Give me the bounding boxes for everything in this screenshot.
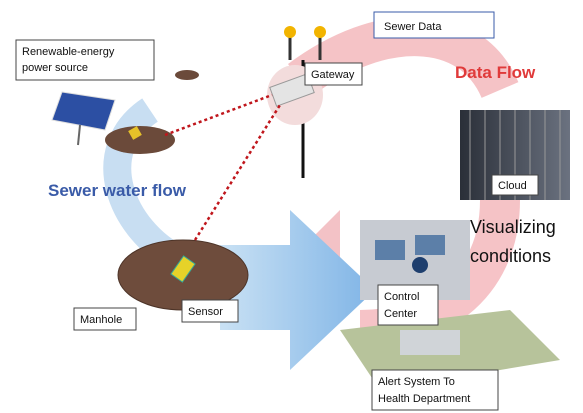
label: Manhole (80, 314, 122, 326)
manhole-cover (175, 70, 199, 80)
diagram: Renewable-energy power source Gateway Se… (0, 0, 583, 413)
label: Sewer water flow (48, 181, 187, 200)
label: Data Flow (455, 63, 536, 82)
label: power source (22, 62, 88, 74)
label: Cloud (498, 180, 527, 192)
solar-panel (52, 92, 115, 145)
label: conditions (470, 246, 551, 266)
label: Sensor (188, 306, 223, 318)
label: Visualizing (470, 217, 556, 237)
label: Renewable-energy (22, 46, 115, 58)
label: Sewer Data (384, 21, 442, 33)
label: Control (384, 291, 419, 303)
manhole-small (105, 126, 175, 154)
wireless-link (165, 95, 280, 240)
label: Health Department (378, 393, 470, 405)
label: Gateway (311, 69, 355, 81)
label: Alert System To (378, 376, 455, 388)
label: Center (384, 308, 417, 320)
